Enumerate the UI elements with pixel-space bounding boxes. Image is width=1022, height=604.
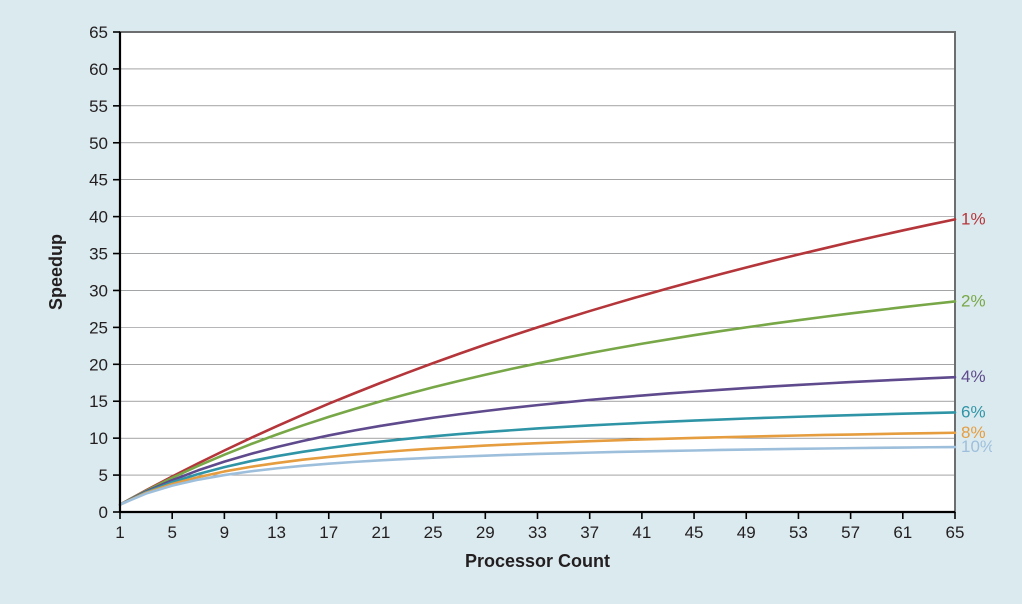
y-tick-label: 0 xyxy=(99,503,108,522)
x-tick-label: 25 xyxy=(424,523,443,542)
y-tick-label: 25 xyxy=(89,318,108,337)
x-tick-label: 1 xyxy=(115,523,124,542)
y-tick-label: 20 xyxy=(89,355,108,374)
chart-svg: 1591317212529333741454953576165051015202… xyxy=(30,20,992,584)
y-tick-label: 35 xyxy=(89,245,108,264)
x-tick-label: 9 xyxy=(220,523,229,542)
y-tick-label: 60 xyxy=(89,60,108,79)
series-label-1%: 1% xyxy=(961,209,986,228)
speedup-chart: 1591317212529333741454953576165051015202… xyxy=(30,20,992,584)
x-tick-label: 45 xyxy=(685,523,704,542)
y-axis-label: Speedup xyxy=(46,234,66,310)
x-tick-label: 5 xyxy=(167,523,176,542)
y-tick-label: 55 xyxy=(89,97,108,116)
x-tick-label: 53 xyxy=(789,523,808,542)
y-tick-label: 10 xyxy=(89,429,108,448)
x-tick-label: 49 xyxy=(737,523,756,542)
series-label-6%: 6% xyxy=(961,402,986,421)
y-tick-label: 50 xyxy=(89,134,108,153)
x-tick-label: 41 xyxy=(632,523,651,542)
x-tick-label: 17 xyxy=(319,523,338,542)
y-tick-label: 5 xyxy=(99,466,108,485)
x-tick-label: 13 xyxy=(267,523,286,542)
y-tick-label: 40 xyxy=(89,208,108,227)
y-tick-label: 15 xyxy=(89,392,108,411)
y-tick-label: 30 xyxy=(89,281,108,300)
x-tick-label: 61 xyxy=(893,523,912,542)
x-tick-label: 57 xyxy=(841,523,860,542)
x-axis-label: Processor Count xyxy=(465,551,610,571)
x-tick-label: 29 xyxy=(476,523,495,542)
y-tick-label: 45 xyxy=(89,171,108,190)
y-tick-label: 65 xyxy=(89,23,108,42)
x-tick-label: 65 xyxy=(946,523,965,542)
x-tick-label: 33 xyxy=(528,523,547,542)
series-label-10%: 10% xyxy=(961,437,992,456)
x-tick-label: 37 xyxy=(580,523,599,542)
series-label-4%: 4% xyxy=(961,367,986,386)
series-label-2%: 2% xyxy=(961,291,986,310)
x-tick-label: 21 xyxy=(371,523,390,542)
